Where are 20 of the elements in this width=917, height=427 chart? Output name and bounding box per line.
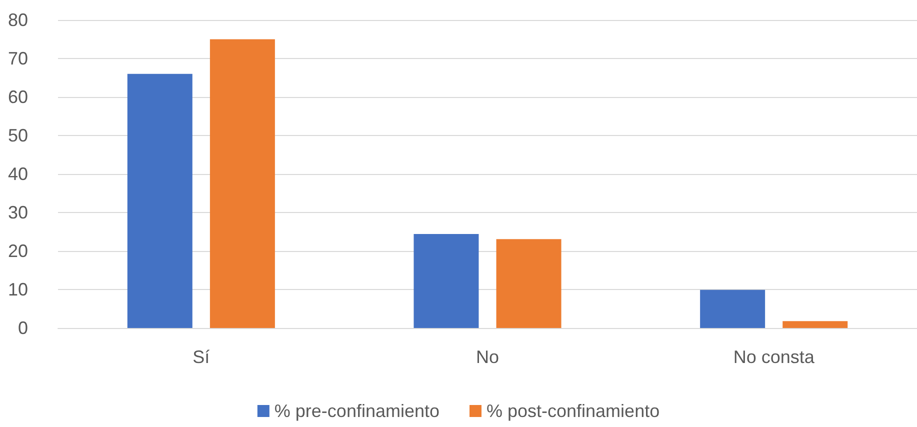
- bar: [414, 234, 479, 328]
- x-tick-label: No: [476, 347, 500, 367]
- y-tick-label: 60: [8, 87, 28, 107]
- bar: [496, 239, 562, 328]
- bar: [210, 39, 275, 328]
- y-tick-label: 0: [18, 318, 28, 338]
- y-tick-label: 80: [8, 10, 28, 30]
- x-tick-label: No consta: [733, 347, 816, 367]
- bar: [782, 321, 848, 328]
- legend-label: % post-confinamiento: [486, 401, 660, 421]
- x-tick-label: Sí: [192, 347, 210, 367]
- y-tick-label: 10: [8, 280, 28, 300]
- y-tick-label: 40: [8, 164, 28, 184]
- bar: [700, 290, 766, 328]
- bar: [127, 74, 192, 328]
- y-tick-label: 50: [8, 126, 28, 146]
- legend-label: % pre-confinamiento: [274, 401, 440, 421]
- y-tick-label: 30: [8, 202, 28, 222]
- y-tick-label: 70: [8, 48, 28, 68]
- y-tick-label: 20: [8, 241, 28, 261]
